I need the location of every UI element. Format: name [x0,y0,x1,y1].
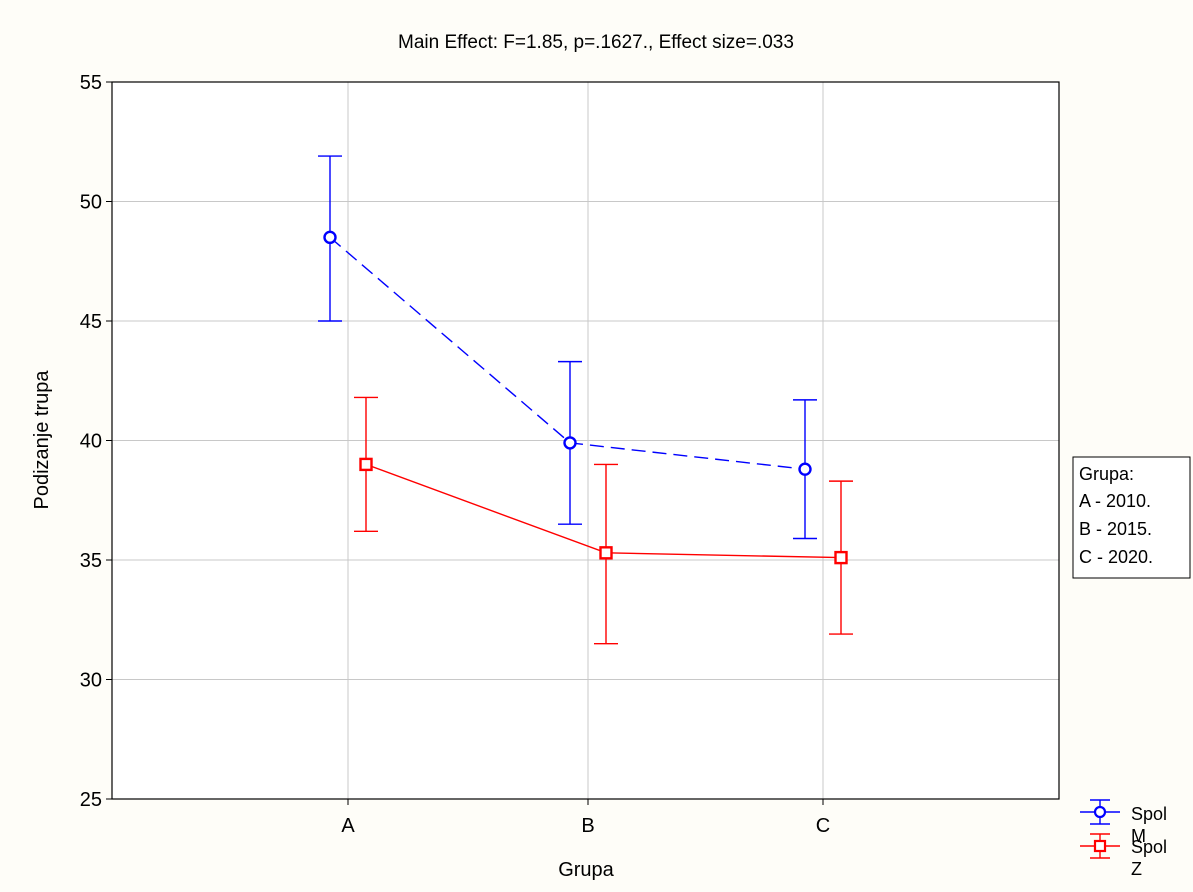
legend-label-z-sub: Z [1131,859,1142,879]
x-tick-label: A [341,815,355,837]
data-point [599,546,613,560]
y-axis-label: Podizanje trupa [31,370,53,510]
data-point [359,457,373,472]
series-z [354,396,853,645]
legend-label-z: Spol [1131,837,1167,857]
legend-label-m-sub: M [1131,826,1146,846]
x-tick-label: B [581,815,594,837]
x-axis-ticks: A B C [341,799,830,837]
series-layer [318,155,853,645]
data-point [323,230,337,245]
grid-lines [112,82,1059,799]
data-point [798,462,812,476]
y-axis-ticks: 25 30 35 40 45 50 55 [80,72,112,811]
y-tick-label: 30 [80,670,102,692]
data-point [834,550,848,565]
legend-label-m: Spol [1131,804,1167,824]
x-axis-label: Grupa [558,859,614,881]
legend-entry-m: Spol M [1080,799,1167,846]
info-box-line: B - 2015. [1079,519,1152,539]
series-m [318,155,817,540]
y-tick-label: 25 [80,789,102,811]
x-tick-label: C [816,815,830,837]
y-tick-label: 45 [80,311,102,333]
chart-title: Main Effect: F=1.85, p=.1627., Effect si… [398,32,794,53]
info-box: Grupa: A - 2010. B - 2015. C - 2020. [1072,456,1191,579]
legend: Spol M Spol Z [1080,799,1167,879]
legend-entry-z: Spol Z [1080,833,1167,879]
legend-marker-square-m [1093,839,1107,853]
data-point [563,436,577,450]
info-box-line: C - 2020. [1079,547,1153,567]
info-box-line: A - 2010. [1079,491,1151,511]
info-box-frame [1072,456,1191,579]
legend-marker-circle-m [1093,805,1107,819]
y-tick-label: 50 [80,192,102,214]
y-tick-label: 35 [80,550,102,572]
y-tick-label: 40 [80,431,102,453]
info-box-line: Grupa: [1079,464,1134,484]
y-tick-label: 55 [80,72,102,94]
